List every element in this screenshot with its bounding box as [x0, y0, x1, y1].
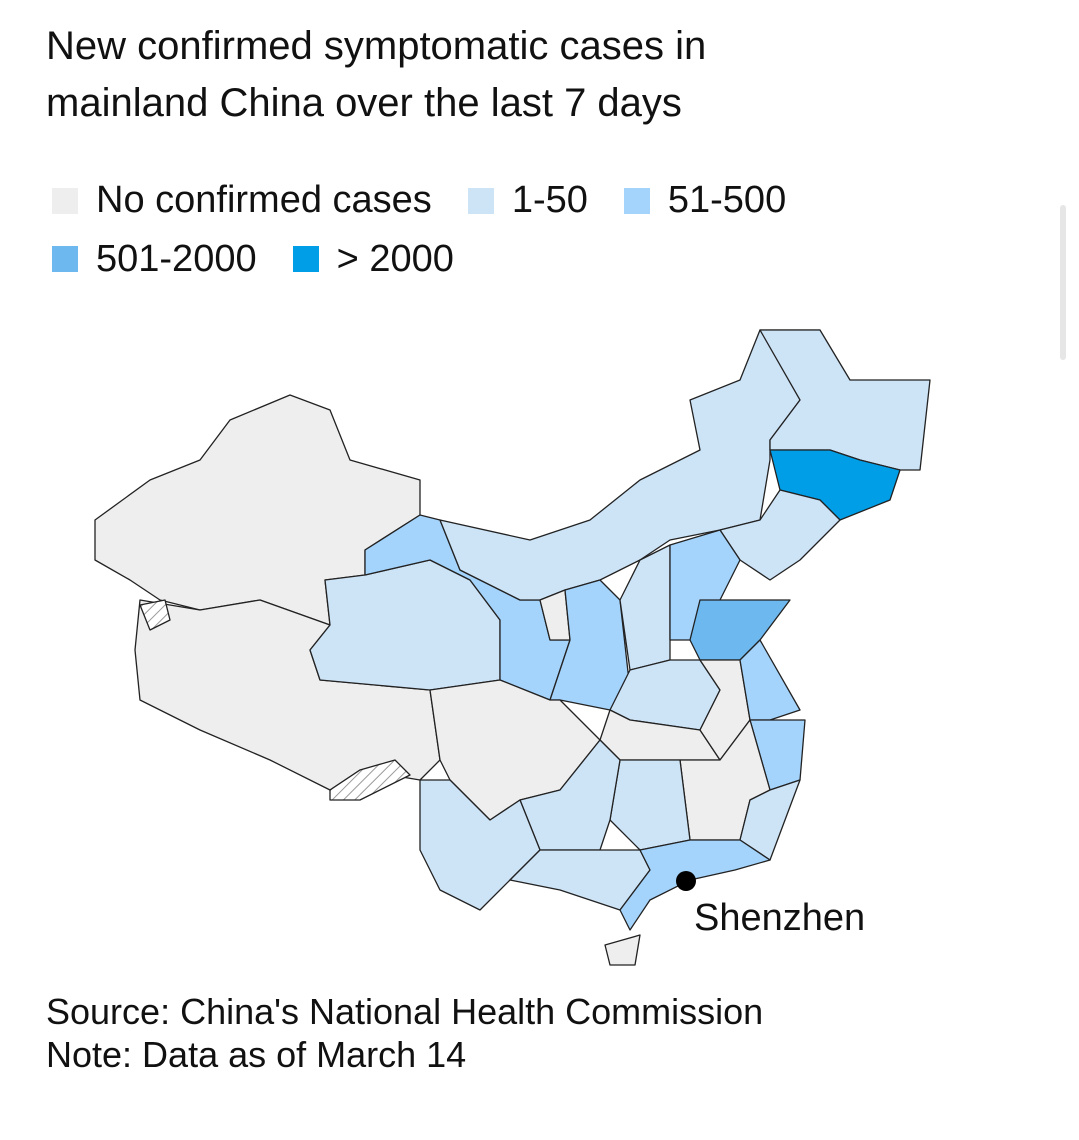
region [134, 599, 441, 791]
legend-label: > 2000 [336, 237, 454, 280]
legend-label: 501-2000 [96, 237, 257, 280]
region [689, 599, 791, 661]
disputed-area [329, 759, 411, 801]
footer: Source: China's National Health Commissi… [46, 990, 763, 1076]
source: Source: China's National Health Commissi… [46, 991, 764, 1032]
legend-item: 51-500 [623, 172, 787, 229]
legend: No confirmed cases 1-50 51-500 501-2000 > 20… [52, 172, 932, 289]
legend-swatch [623, 187, 650, 214]
legend-label: 1-50 [511, 179, 588, 221]
legend-swatch [467, 187, 494, 214]
legend-swatch [52, 187, 78, 214]
legend-label: 51-500 [667, 179, 787, 221]
legend-swatch [52, 246, 78, 272]
region [609, 759, 691, 851]
region [739, 639, 801, 721]
region [604, 934, 641, 966]
regions [94, 329, 931, 966]
legend-item: 1-50 [467, 172, 588, 229]
legend-item: > 2000 [292, 231, 454, 288]
legend-item: No confirmed cases [52, 172, 432, 229]
scrollbar [1060, 205, 1066, 360]
city-label: Shenzhen [694, 897, 865, 939]
map: Shenzhen [94, 329, 931, 966]
legend-item: 501-2000 [52, 231, 257, 288]
note: Note: Data as of March 14 [46, 1034, 467, 1075]
region [719, 489, 841, 581]
disputed-area [139, 599, 171, 631]
city-marker [676, 871, 696, 891]
title: New confirmed symptomatic cases in mainl… [46, 24, 707, 125]
legend-label: No confirmed cases [96, 179, 432, 221]
legend-swatch [292, 246, 319, 272]
